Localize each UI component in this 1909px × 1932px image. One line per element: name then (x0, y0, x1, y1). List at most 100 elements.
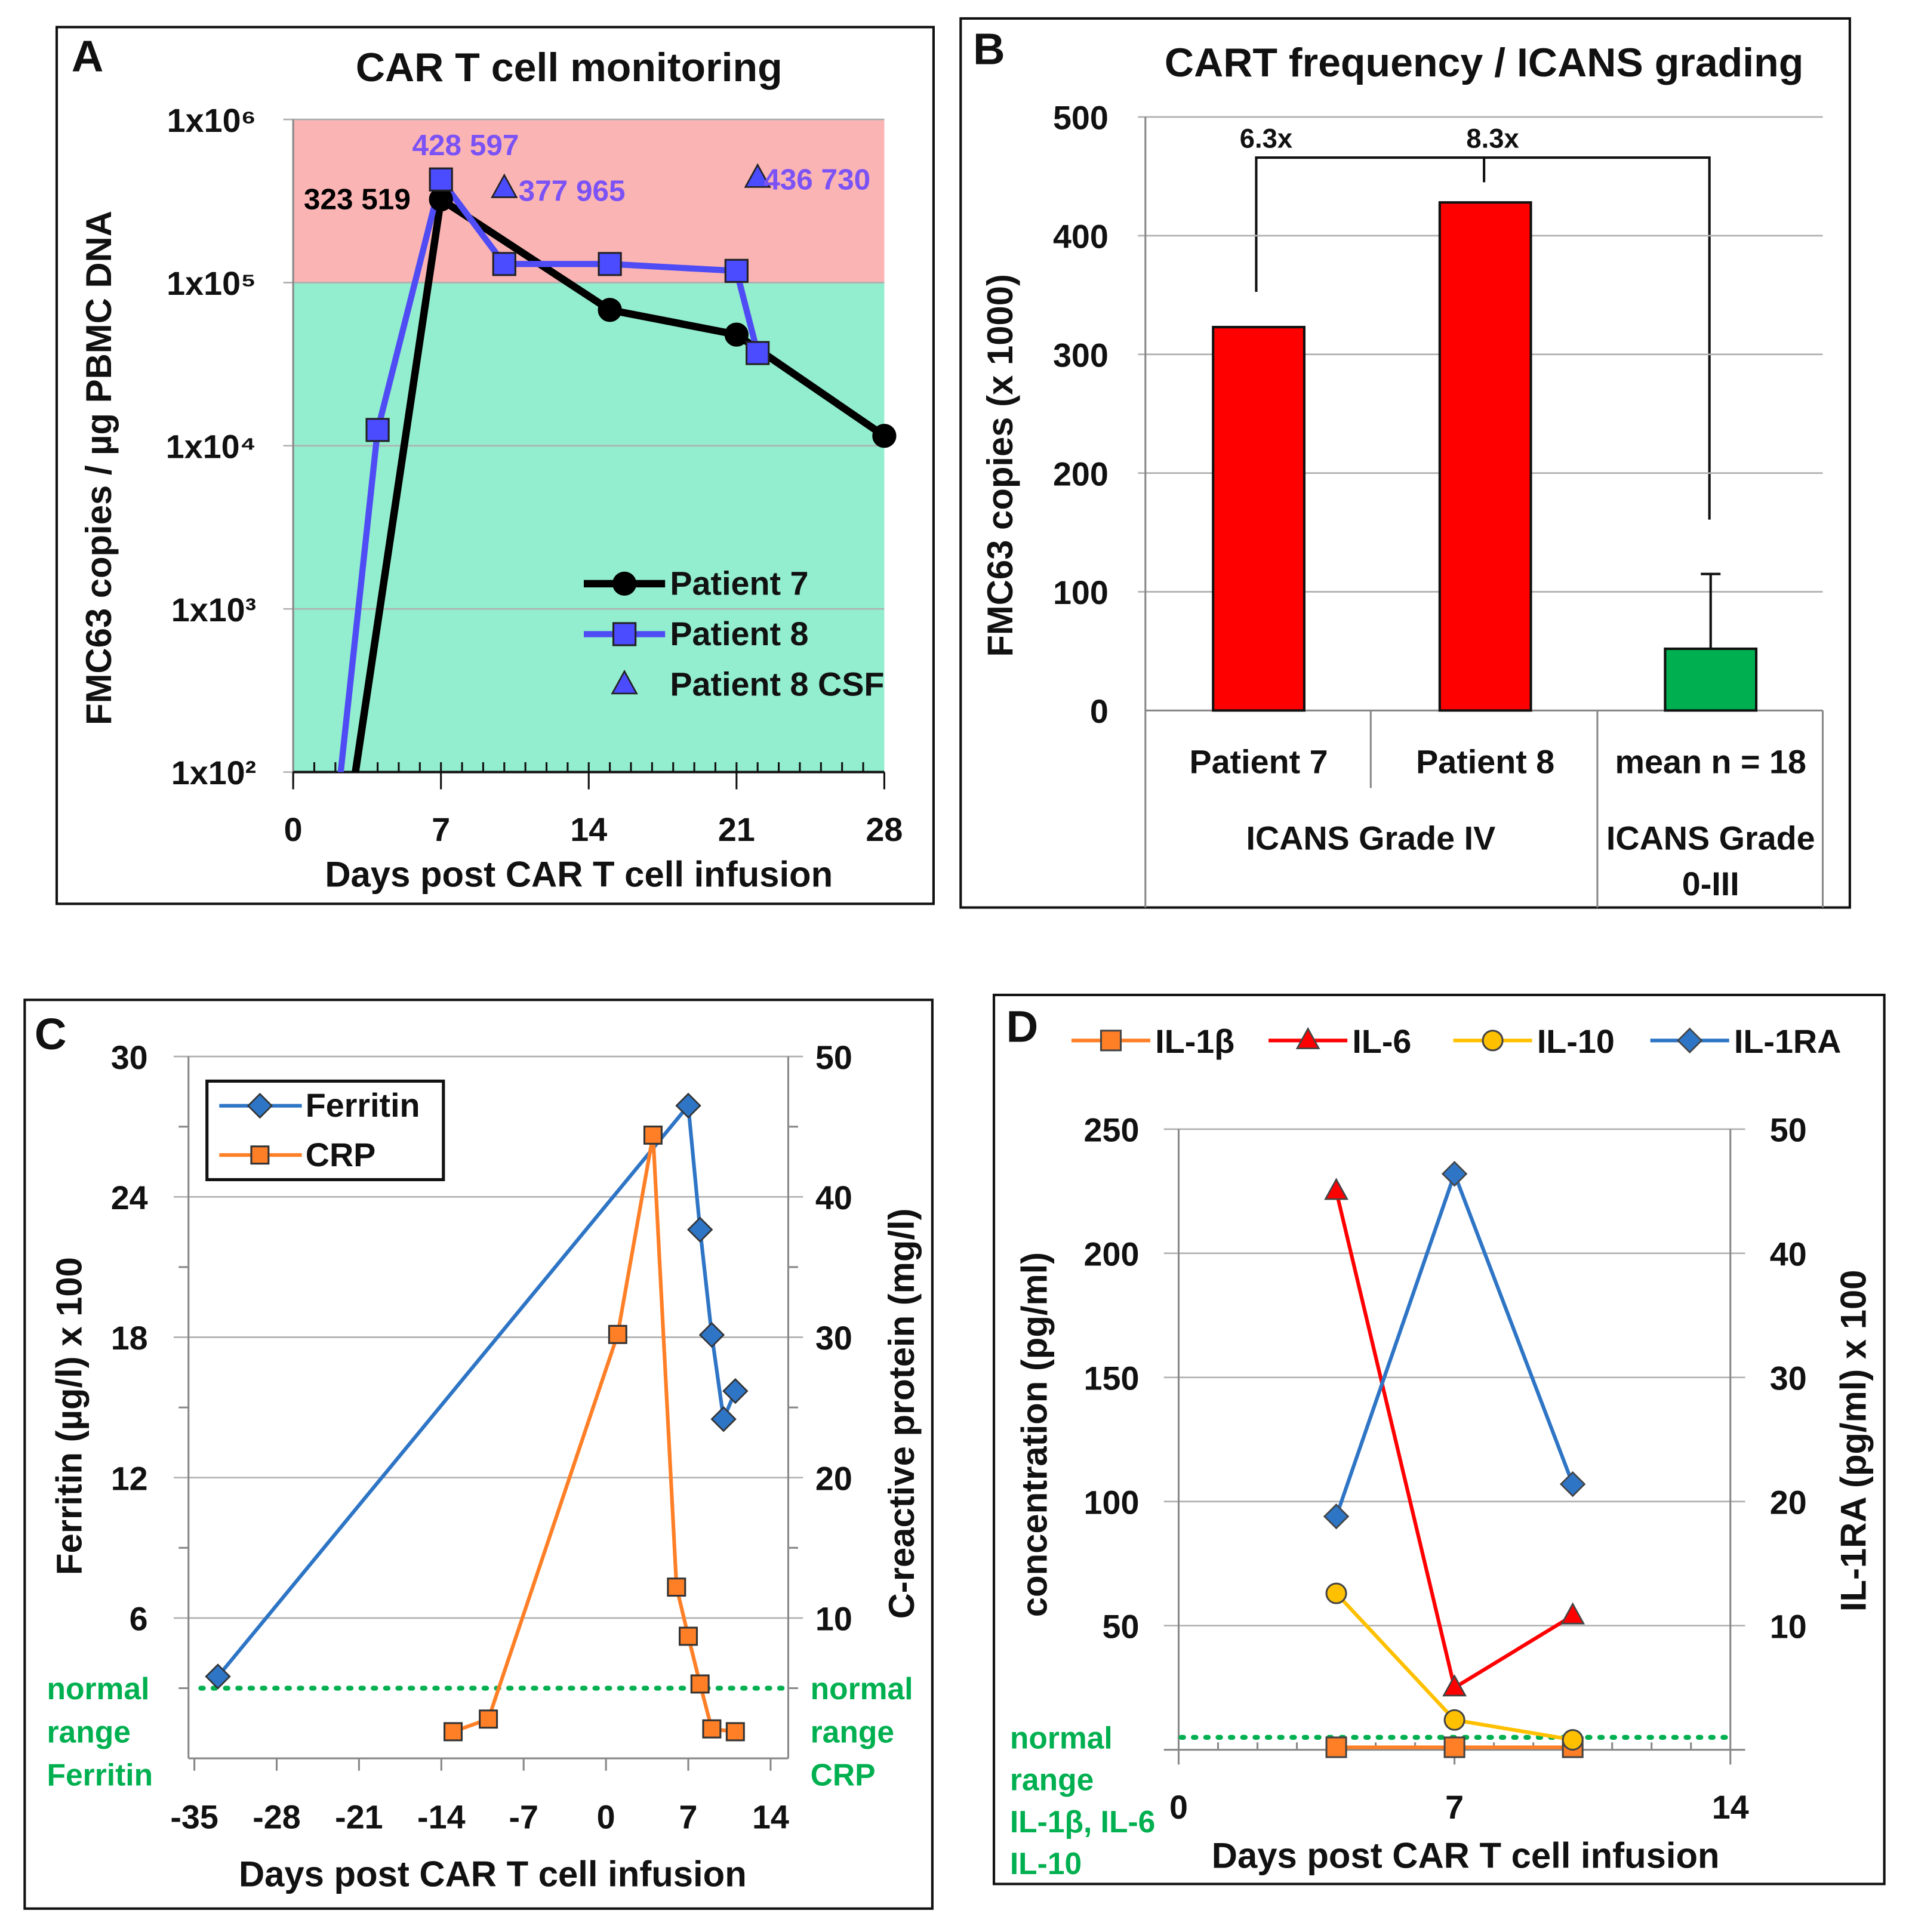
x-axis-label: Days post CAR T cell infusion (1212, 1836, 1720, 1876)
data-point-patient-8 (492, 252, 516, 276)
normal-range-label: normal (47, 1671, 149, 1706)
data-point-il10 (1562, 1728, 1584, 1751)
x-tick-label: 7 (432, 811, 450, 848)
data-point-il10 (1443, 1709, 1465, 1731)
x-tick-label: 7 (679, 1799, 698, 1836)
panel-b-chart: CART frequency / ICANS grading FMC63 cop… (980, 40, 1824, 908)
data-point-crp (725, 1722, 745, 1742)
panel-c-letter: C (35, 1009, 67, 1059)
legend-box (205, 1079, 445, 1182)
data-point-il6 (1560, 1602, 1585, 1625)
normal-range-label: normal (1010, 1721, 1113, 1755)
data-point-il1 (1443, 1736, 1465, 1758)
data-point-il6 (1324, 1178, 1348, 1200)
normal-range-label: range (1010, 1762, 1094, 1797)
x-axis-label: Days post CAR T cell infusion (325, 854, 833, 894)
y-axis-right-label: IL-1RA (pg/ml) x 100 (1834, 1269, 1874, 1611)
y-axis-label: FMC63 copies / µg PBMC DNA (79, 211, 119, 725)
data-point-patient-8 (724, 258, 749, 283)
normal-range-label: normal (811, 1671, 913, 1706)
panel-c-frame (23, 999, 934, 1910)
normal-range-label: IL-10 (1010, 1846, 1082, 1881)
x-tick-label: -7 (509, 1799, 538, 1836)
panel-a-letter: A (72, 32, 104, 81)
y-tick-label: 1x10³ (171, 591, 256, 628)
group-label: ICANS Grade (1606, 820, 1815, 857)
legend-marker (1100, 1030, 1122, 1052)
y-right-tick-label: 10 (1770, 1608, 1807, 1645)
data-point-ferritin (710, 1406, 737, 1432)
data-point-ferritin (698, 1321, 725, 1348)
legend-marker (611, 670, 638, 695)
legend-label: IL-1RA (1734, 1023, 1841, 1060)
data-point-patient-8 (598, 252, 622, 276)
x-tick-label: 0 (284, 811, 303, 848)
x-tick-label: 28 (866, 811, 903, 848)
normal-range-label: range (47, 1714, 130, 1749)
y-axis-label: FMC63 copies (x 1000) (980, 274, 1020, 657)
x-axis-label: Days post CAR T cell infusion (239, 1854, 747, 1894)
x-tick-label: 21 (718, 811, 755, 848)
data-point-il1ra (1441, 1161, 1468, 1187)
y-tick-label: 400 (1053, 218, 1109, 255)
normal-range-label: Ferritin (47, 1757, 153, 1792)
x-tick-label: -28 (253, 1799, 301, 1836)
category-label: Patient 7 (1190, 744, 1328, 781)
bar (1212, 325, 1305, 712)
data-point-patient-7 (872, 424, 897, 448)
y-tick-label: 1x10⁵ (167, 265, 256, 302)
data-point-ferritin (687, 1216, 713, 1243)
y-tick-label: 100 (1053, 574, 1109, 611)
y-tick-label: 200 (1084, 1235, 1140, 1272)
legend-label: Ferritin (306, 1087, 420, 1124)
data-label: 436 730 (763, 164, 870, 196)
legend-label: Patient 7 (670, 565, 808, 602)
panel-a-chart: CAR T cell monitoring Days post CAR T ce… (79, 45, 903, 894)
y-axis-right-label: C-reactive protein (mg/l) (882, 1208, 922, 1619)
data-point-crp (643, 1125, 663, 1145)
y-tick-label: 250 (1084, 1111, 1140, 1148)
data-point-ferritin (722, 1378, 749, 1404)
x-tick-label: 7 (1445, 1789, 1464, 1826)
y-right-tick-label: 50 (1770, 1111, 1807, 1148)
data-label: 377 965 (519, 174, 626, 207)
y-tick-label: 300 (1053, 337, 1109, 374)
data-point-il1ra (1323, 1503, 1350, 1530)
x-tick-label: -14 (417, 1799, 466, 1836)
normal-range-label: IL-1β, IL-6 (1010, 1804, 1155, 1839)
data-point-patient-8 (429, 167, 453, 192)
legend-label: Patient 8 (670, 615, 808, 652)
data-point-il6 (1442, 1674, 1467, 1697)
panel-a-frame (55, 26, 935, 905)
y-right-tick-label: 20 (1770, 1484, 1807, 1521)
legend-marker (1295, 1027, 1320, 1049)
y-right-tick-label: 10 (815, 1601, 852, 1638)
legend-marker (1482, 1030, 1504, 1052)
panel-b-letter: B (973, 24, 1005, 73)
fold-change-label: 8.3x (1466, 124, 1519, 154)
data-point-patient-7 (598, 298, 622, 322)
y-tick-label: 1x10² (171, 754, 256, 791)
data-point-ferritin (675, 1092, 701, 1119)
x-tick-label: 14 (570, 811, 607, 848)
legend-marker (612, 571, 637, 596)
y-tick-label: 12 (111, 1460, 148, 1497)
background-band (293, 119, 885, 283)
y-tick-label: 24 (111, 1179, 148, 1216)
data-point-patient-7 (429, 187, 453, 212)
chart-title: CAR T cell monitoring (356, 45, 783, 90)
x-tick-label: 0 (1169, 1789, 1188, 1826)
y-tick-label: 18 (111, 1320, 148, 1357)
data-point-patient-7 (724, 322, 749, 347)
y-axis-label: Ferritin (µg/l) x 100 (49, 1257, 89, 1575)
y-tick-label: 500 (1053, 100, 1109, 137)
data-point-crp (444, 1722, 463, 1742)
x-tick-label: -35 (170, 1799, 218, 1836)
data-point-il1ra (1559, 1471, 1586, 1497)
y-right-tick-label: 20 (815, 1460, 852, 1497)
legend-label: CRP (306, 1136, 376, 1173)
category-label: Patient 8 (1416, 744, 1554, 781)
y-tick-label: 1x10⁶ (167, 102, 257, 139)
y-tick-label: 50 (1103, 1608, 1140, 1645)
